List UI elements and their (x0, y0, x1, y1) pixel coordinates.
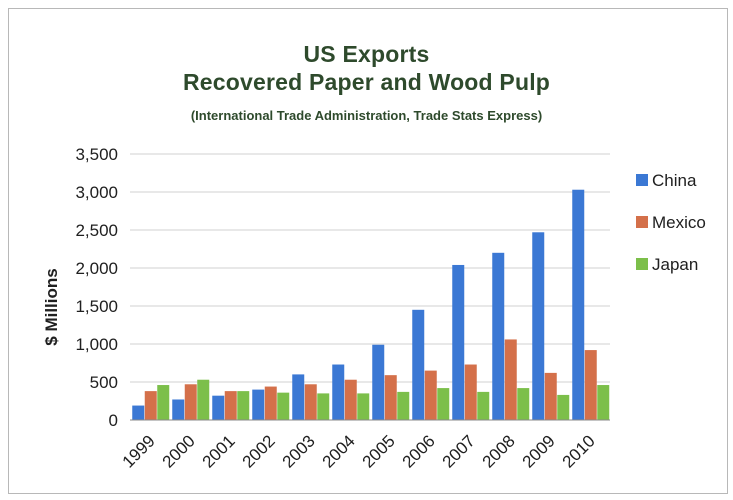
bar-china-2010 (572, 189, 585, 420)
x-tick-label: 2007 (439, 431, 479, 471)
bar-mexico-2003 (304, 384, 317, 420)
x-tick-label: 2009 (519, 431, 559, 471)
y-tick-label: 500 (90, 373, 118, 392)
x-tick-label: 2004 (319, 431, 359, 471)
bar-mexico-2001 (224, 391, 237, 420)
chart-title-line2: Recovered Paper and Wood Pulp (182, 69, 551, 95)
bar-japan-2004 (357, 393, 370, 420)
bar-mexico-2008 (504, 339, 517, 420)
bar-japan-2002 (277, 392, 290, 420)
bar-japan-2006 (437, 388, 450, 420)
bar-japan-2001 (237, 391, 250, 420)
bar-china-2007 (452, 264, 465, 420)
y-tick-label: 2,500 (75, 221, 118, 240)
bar-japan-1999 (157, 385, 170, 420)
bar-japan-2003 (317, 393, 330, 420)
legend-label-china: China (652, 171, 697, 190)
x-tick-label: 2000 (159, 431, 199, 471)
bar-japan-2010 (597, 385, 610, 420)
bar-china-2005 (372, 344, 385, 420)
bar-japan-2000 (197, 379, 210, 420)
y-axis-ticks: 0 500 1,000 1,500 2,000 2,500 3,000 3,500 (75, 145, 118, 430)
bar-mexico-2002 (264, 386, 277, 420)
bar-china-2009 (532, 232, 545, 420)
bar-japan-2007 (477, 391, 490, 420)
bar-china-2001 (212, 395, 225, 420)
y-tick-label: 1,500 (75, 297, 118, 316)
bar-china-2006 (412, 309, 425, 420)
bar-mexico-2004 (344, 379, 357, 420)
bar-china-1999 (132, 405, 145, 420)
legend-label-japan: Japan (652, 255, 698, 274)
bar-japan-2008 (517, 388, 530, 420)
x-tick-label: 2008 (479, 431, 519, 471)
bar-china-2002 (252, 389, 265, 420)
legend-swatch-mexico (636, 216, 648, 228)
x-tick-label: 2006 (399, 431, 439, 471)
x-axis-ticks: 1999 2000 2001 2002 2003 2004 2005 2006 2007 2008… (119, 431, 599, 471)
legend-swatch-china (636, 174, 648, 186)
y-axis-label: $ Millions (42, 268, 61, 345)
legend-swatch-japan (636, 258, 648, 270)
bars (132, 189, 610, 420)
bar-mexico-2010 (584, 350, 597, 420)
chart-title-line1: US Exports (303, 41, 430, 67)
x-tick-label: 2010 (559, 431, 599, 471)
legend-label-mexico: Mexico (652, 213, 706, 232)
bar-china-2000 (172, 399, 185, 420)
chart-title: US Exports Recovered Paper and Wood Pulp (0, 40, 733, 96)
y-tick-label: 3,500 (75, 145, 118, 164)
bar-japan-2009 (557, 394, 570, 420)
bar-china-2008 (492, 252, 505, 420)
x-tick-label: 2002 (239, 431, 279, 471)
x-tick-label: 1999 (119, 431, 159, 471)
bar-mexico-2007 (464, 364, 477, 420)
x-tick-label: 2003 (279, 431, 319, 471)
bar-mexico-2000 (184, 384, 197, 420)
x-tick-label: 2001 (199, 431, 239, 471)
bar-china-2004 (332, 364, 345, 420)
x-tick-label: 2005 (359, 431, 399, 471)
y-tick-label: 0 (109, 411, 118, 430)
chart-subtitle: (International Trade Administration, Tra… (190, 108, 543, 123)
y-tick-label: 1,000 (75, 335, 118, 354)
y-tick-label: 3,000 (75, 183, 118, 202)
gridlines (130, 153, 610, 383)
y-tick-label: 2,000 (75, 259, 118, 278)
bar-mexico-2006 (424, 370, 437, 420)
bar-china-2003 (292, 374, 305, 420)
bar-japan-2005 (397, 391, 410, 420)
bar-mexico-1999 (144, 391, 157, 420)
bar-mexico-2005 (384, 375, 397, 420)
legend: China Mexico Japan (636, 171, 706, 274)
bar-mexico-2009 (544, 372, 557, 420)
